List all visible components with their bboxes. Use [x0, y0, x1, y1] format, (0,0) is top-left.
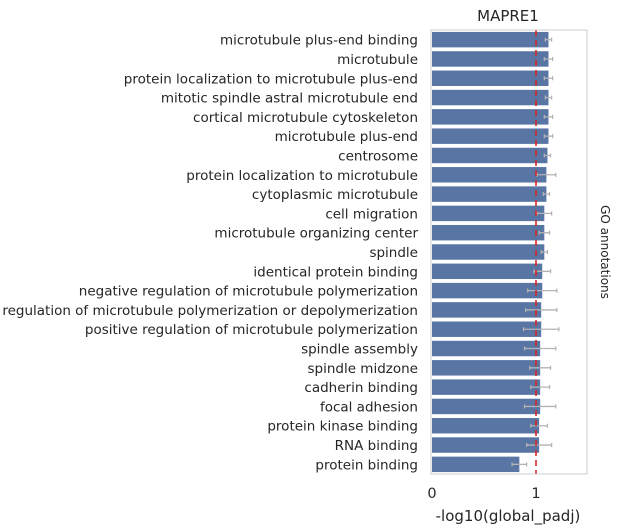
x-tick-label: 1 [531, 486, 540, 502]
category-label: microtubule organizing center [214, 226, 418, 242]
category-label: protein localization to microtubule plus… [124, 71, 418, 87]
category-label: spindle assembly [301, 342, 418, 358]
bar [432, 205, 545, 222]
x-axis-label: -log10(global_padj) [436, 507, 581, 526]
category-label: microtubule [337, 52, 418, 68]
bar [432, 31, 549, 48]
bar [432, 244, 545, 260]
category-label: protein localization to microtubule [186, 168, 418, 184]
error-bar [542, 192, 551, 197]
category-label: microtubule plus-end binding [220, 33, 418, 49]
category-label: focal adhesion [320, 399, 418, 415]
error-bar [543, 76, 554, 81]
error-bar [524, 307, 558, 312]
x-tick-label: 0 [427, 486, 436, 502]
bar [432, 360, 541, 376]
category-label: microtubule plus-end [275, 129, 418, 145]
plot-frame [430, 29, 588, 475]
error-bar [538, 230, 551, 235]
bar [432, 186, 547, 202]
bar [432, 51, 549, 67]
category-label: RNA binding [335, 438, 418, 454]
error-bar [511, 462, 528, 467]
category-label: negative regulation of microtubule polym… [79, 284, 418, 300]
category-label: protein kinase binding [267, 419, 418, 435]
right-axis-label: GO annotations [598, 205, 612, 299]
bar [432, 456, 520, 473]
bar [432, 128, 549, 144]
error-bar [543, 134, 554, 139]
category-label: mitotic spindle astral microtubule end [161, 91, 418, 107]
category-label: cadherin binding [304, 380, 418, 396]
error-bar [525, 443, 553, 448]
error-bar [544, 37, 553, 42]
error-bar [529, 365, 552, 370]
error-bar [544, 95, 553, 100]
error-bar [540, 250, 549, 254]
bar [432, 147, 548, 164]
error-bar [543, 56, 554, 61]
bar [432, 263, 543, 280]
category-label: cell migration [325, 206, 418, 222]
error-bar [523, 346, 557, 351]
error-bar [527, 288, 558, 293]
bar [432, 437, 540, 453]
bar [432, 282, 543, 299]
category-labels-group: microtubule plus-end binding microtubule p… [2, 33, 418, 474]
category-label: regulation of microtubule polymerization… [2, 303, 418, 319]
bars-group [432, 31, 549, 473]
bar [432, 89, 549, 106]
error-bar [536, 211, 553, 216]
category-label: spindle [369, 245, 418, 261]
bar [432, 109, 549, 125]
bar [432, 379, 541, 395]
error-bar [536, 172, 557, 177]
bar [432, 321, 542, 337]
category-label: centrosome [338, 148, 418, 164]
bar [432, 70, 549, 86]
category-label: positive regulation of microtubule polym… [85, 322, 418, 338]
category-label: protein binding [315, 457, 418, 473]
error-bar [530, 385, 551, 390]
category-label: cytoplasmic microtubule [252, 187, 418, 203]
category-label: spindle midzone [307, 361, 418, 377]
chart-title: MAPRE1 [477, 7, 539, 25]
bar [432, 340, 541, 357]
error-bar [530, 423, 549, 428]
error-bar [543, 114, 554, 119]
bar [432, 302, 542, 318]
bar [432, 167, 547, 183]
bar [432, 418, 540, 434]
error-bar [543, 153, 552, 158]
category-label: identical protein binding [253, 264, 418, 280]
bar [432, 398, 541, 415]
error-bar [523, 404, 557, 409]
category-label: cortical microtubule cytoskeleton [193, 110, 418, 126]
bar [432, 224, 545, 241]
error-bar [522, 327, 560, 332]
